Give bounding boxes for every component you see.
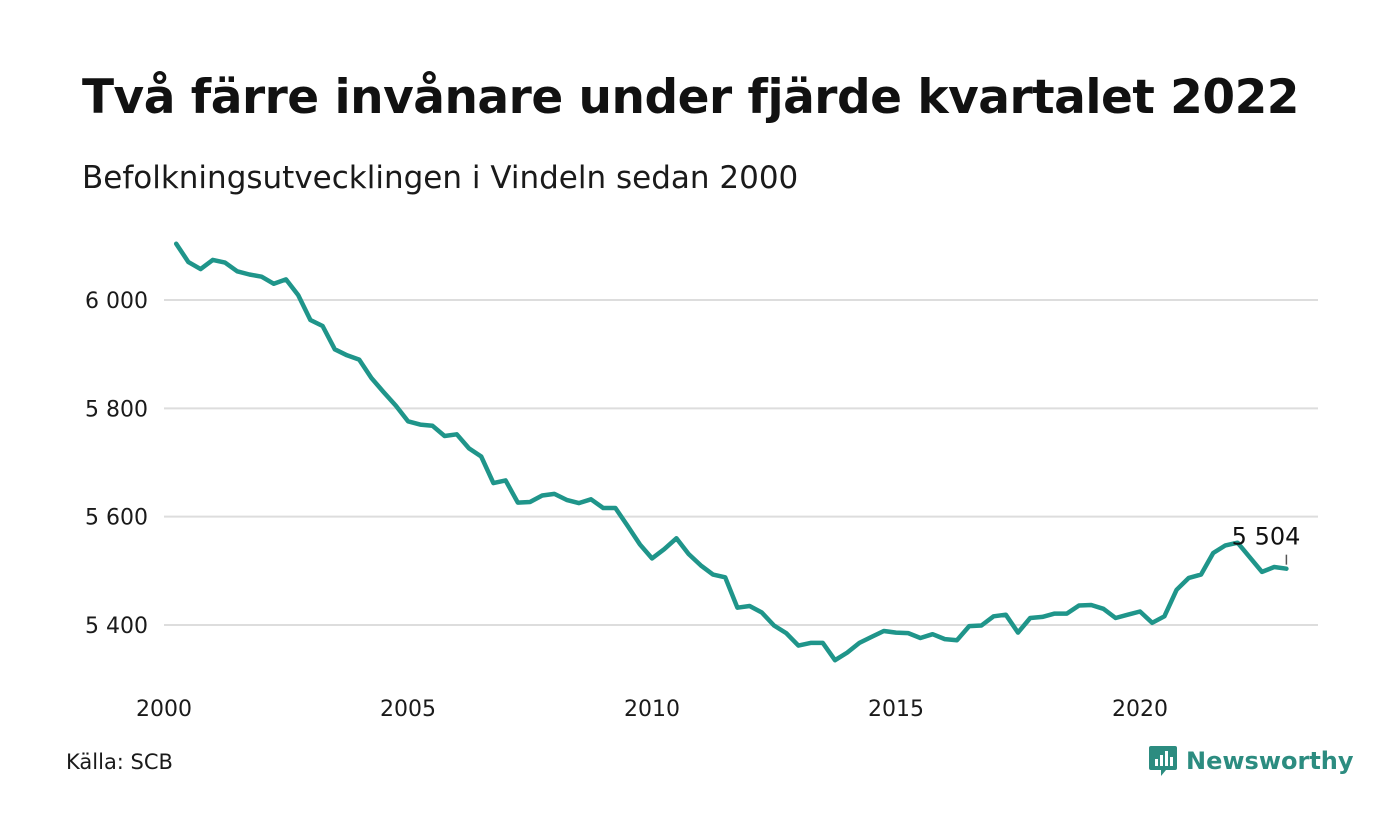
y-tick-label: 5 400 — [85, 614, 148, 639]
newsworthy-logo-icon — [1149, 746, 1177, 776]
y-tick-label: 5 800 — [85, 397, 148, 422]
grid-layer — [164, 299, 1318, 626]
end-value-label: 5 504 — [1232, 523, 1301, 551]
y-axis: 5 400 5 600 5 800 6 000 — [85, 289, 148, 639]
x-tick-label: 2020 — [1112, 697, 1168, 722]
source-note: Källa: SCB — [66, 750, 173, 774]
series-line — [173, 241, 1289, 663]
series-layer — [173, 241, 1289, 663]
chart-title: Två färre invånare under fjärde kvartale… — [82, 70, 1299, 125]
x-tick-label: 2010 — [624, 697, 680, 722]
x-tick-label: 2005 — [380, 697, 436, 722]
x-axis: 2000 2005 2010 2015 2020 — [136, 697, 1168, 722]
brand-name: Newsworthy — [1186, 747, 1354, 775]
y-tick-label: 5 600 — [85, 506, 148, 531]
x-tick-label: 2015 — [868, 697, 924, 722]
brand-logo[interactable]: Newsworthy — [1148, 744, 1354, 778]
y-tick-label: 6 000 — [85, 289, 148, 314]
x-tick-label: 2000 — [136, 697, 192, 722]
annotation-layer: 5 504 — [1232, 523, 1301, 565]
chart-subtitle: Befolkningsutvecklingen i Vindeln sedan … — [82, 160, 799, 196]
